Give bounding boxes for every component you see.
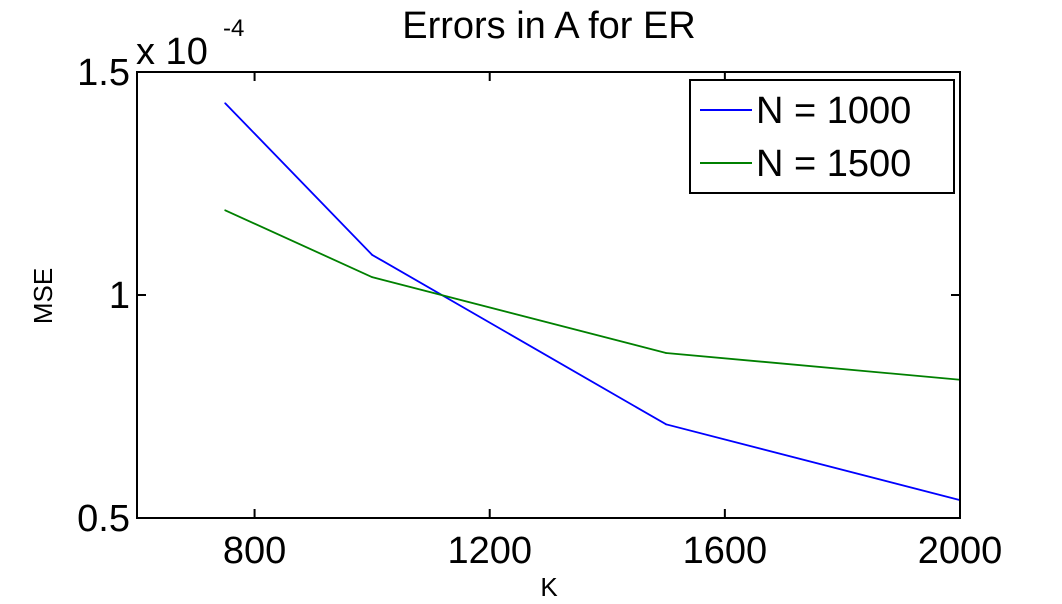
data-point (665, 352, 667, 354)
data-point (224, 209, 227, 212)
y-multiplier: x 10 (136, 31, 208, 73)
x-tick-label: 800 (223, 530, 286, 572)
x-tick-label: 1600 (683, 530, 768, 572)
x-tick-label: 2000 (918, 530, 1003, 572)
x-axis-label: K (540, 572, 558, 602)
legend-box (689, 79, 955, 194)
x-ticks: 800 1200 1600 2000 (223, 72, 1002, 572)
legend-label: N = 1500 (756, 143, 911, 185)
data-point (224, 102, 227, 105)
series-line-2 (224, 209, 961, 381)
y-exponent: -4 (223, 15, 244, 42)
y-ticks: 0.5 1 1.5 (77, 52, 960, 540)
y-axis-label: MSE (28, 268, 58, 324)
data-point (665, 423, 667, 426)
legend-label: N = 1000 (756, 90, 911, 132)
plot-lines (224, 102, 961, 502)
y-tick-label: 1 (109, 275, 130, 317)
y-tick-label: 0.5 (77, 498, 130, 540)
series-line-1 (224, 102, 961, 502)
x-tick-label: 1200 (447, 530, 532, 572)
data-point (371, 253, 374, 256)
chart-title: Errors in A for ER (402, 5, 696, 47)
y-tick-label: 1.5 (77, 52, 130, 94)
data-point (371, 276, 374, 279)
legend: N = 1000 N = 1500 (689, 79, 955, 194)
